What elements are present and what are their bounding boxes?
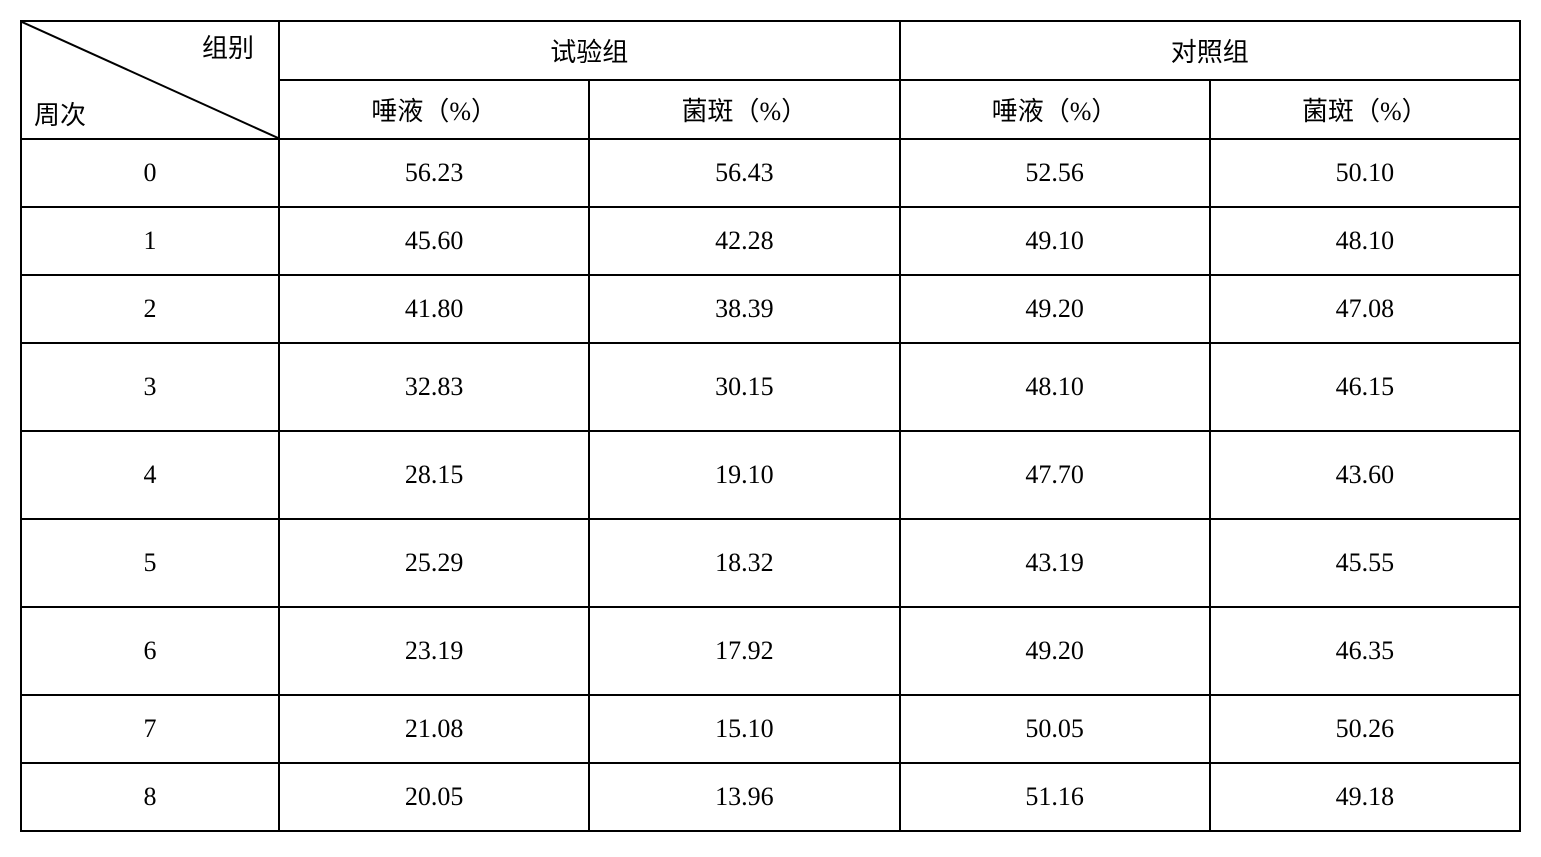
- data-table-container: 组别 周次 试验组 对照组 唾液（%） 菌斑（%） 唾液（%） 菌斑（%） 0 …: [20, 20, 1521, 832]
- cell-value: 19.10: [589, 431, 899, 519]
- cell-value: 15.10: [589, 695, 899, 763]
- diagonal-header-top: 组别: [202, 28, 254, 65]
- table-row: 2 41.80 38.39 49.20 47.08: [21, 275, 1520, 343]
- cell-week: 4: [21, 431, 279, 519]
- sub-header-ctrl-saliva: 唾液（%）: [900, 80, 1210, 139]
- group-header-experiment: 试验组: [279, 21, 899, 80]
- table-row: 8 20.05 13.96 51.16 49.18: [21, 763, 1520, 831]
- cell-value: 47.08: [1210, 275, 1520, 343]
- table-header-row-1: 组别 周次 试验组 对照组: [21, 21, 1520, 80]
- cell-value: 25.29: [279, 519, 589, 607]
- table-row: 1 45.60 42.28 49.10 48.10: [21, 207, 1520, 275]
- cell-value: 49.10: [900, 207, 1210, 275]
- table-row: 5 25.29 18.32 43.19 45.55: [21, 519, 1520, 607]
- sub-header-exp-saliva: 唾液（%）: [279, 80, 589, 139]
- cell-value: 51.16: [900, 763, 1210, 831]
- cell-value: 43.60: [1210, 431, 1520, 519]
- cell-value: 45.55: [1210, 519, 1520, 607]
- cell-value: 18.32: [589, 519, 899, 607]
- cell-value: 56.23: [279, 139, 589, 207]
- table-row: 4 28.15 19.10 47.70 43.60: [21, 431, 1520, 519]
- cell-value: 38.39: [589, 275, 899, 343]
- cell-week: 6: [21, 607, 279, 695]
- cell-value: 21.08: [279, 695, 589, 763]
- cell-week: 3: [21, 343, 279, 431]
- cell-value: 13.96: [589, 763, 899, 831]
- cell-value: 50.10: [1210, 139, 1520, 207]
- cell-value: 46.15: [1210, 343, 1520, 431]
- cell-value: 56.43: [589, 139, 899, 207]
- cell-value: 45.60: [279, 207, 589, 275]
- data-table: 组别 周次 试验组 对照组 唾液（%） 菌斑（%） 唾液（%） 菌斑（%） 0 …: [20, 20, 1521, 832]
- table-row: 7 21.08 15.10 50.05 50.26: [21, 695, 1520, 763]
- cell-value: 48.10: [1210, 207, 1520, 275]
- diagonal-header-bottom: 周次: [34, 95, 86, 132]
- cell-value: 50.05: [900, 695, 1210, 763]
- cell-value: 48.10: [900, 343, 1210, 431]
- group-header-control: 对照组: [900, 21, 1521, 80]
- cell-value: 28.15: [279, 431, 589, 519]
- cell-value: 42.28: [589, 207, 899, 275]
- table-row: 3 32.83 30.15 48.10 46.15: [21, 343, 1520, 431]
- diagonal-header-cell: 组别 周次: [21, 21, 279, 139]
- cell-value: 23.19: [279, 607, 589, 695]
- cell-value: 43.19: [900, 519, 1210, 607]
- cell-week: 8: [21, 763, 279, 831]
- cell-week: 2: [21, 275, 279, 343]
- cell-value: 49.20: [900, 607, 1210, 695]
- cell-value: 20.05: [279, 763, 589, 831]
- cell-value: 41.80: [279, 275, 589, 343]
- cell-value: 49.20: [900, 275, 1210, 343]
- sub-header-ctrl-plaque: 菌斑（%）: [1210, 80, 1520, 139]
- table-row: 0 56.23 56.43 52.56 50.10: [21, 139, 1520, 207]
- cell-value: 17.92: [589, 607, 899, 695]
- cell-week: 0: [21, 139, 279, 207]
- cell-week: 1: [21, 207, 279, 275]
- cell-week: 5: [21, 519, 279, 607]
- sub-header-exp-plaque: 菌斑（%）: [589, 80, 899, 139]
- cell-value: 47.70: [900, 431, 1210, 519]
- cell-value: 30.15: [589, 343, 899, 431]
- cell-value: 32.83: [279, 343, 589, 431]
- cell-value: 46.35: [1210, 607, 1520, 695]
- cell-value: 49.18: [1210, 763, 1520, 831]
- cell-week: 7: [21, 695, 279, 763]
- table-row: 6 23.19 17.92 49.20 46.35: [21, 607, 1520, 695]
- cell-value: 52.56: [900, 139, 1210, 207]
- cell-value: 50.26: [1210, 695, 1520, 763]
